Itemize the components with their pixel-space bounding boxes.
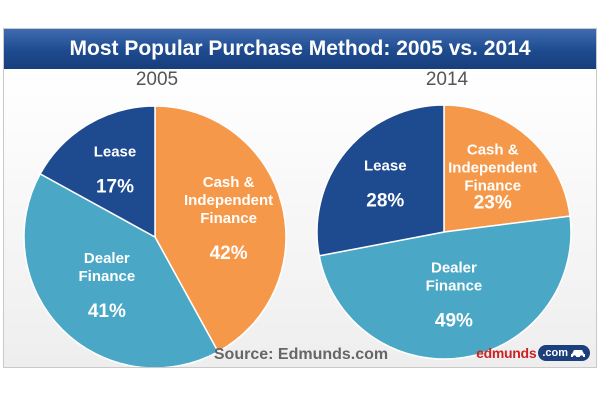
- pie-charts: Cash & Independent Finance 42% Dealer Finance…: [23, 104, 572, 367]
- slice-2014-dealer-finance: [318, 215, 572, 360]
- slice-label-2014-cash-independent-finance: Cash & Independent Finance 23%: [448, 142, 537, 214]
- slice-label-2014-lease: Lease 28%: [364, 157, 407, 211]
- chart-title: Most Popular Purchase Method: 2005 vs. 2…: [4, 29, 596, 69]
- slice-2014-cash-independent-finance: [443, 104, 571, 233]
- slice-2005-cash-independent-finance: [154, 105, 287, 353]
- pie-2005: Cash & Independent Finance 42% Dealer Finance…: [23, 105, 287, 367]
- chart-frame: Most Popular Purchase Method: 2005 vs. 2…: [3, 28, 597, 368]
- car-icon: [571, 349, 585, 359]
- slice-label-2014-dealer-finance: Dealer Finance 49%: [426, 260, 483, 332]
- edmunds-logo: edmunds .com: [476, 341, 590, 365]
- slice-2005-dealer-finance: [23, 172, 220, 367]
- logo-text: edmunds: [476, 345, 537, 361]
- pie-2005-title: 2005: [135, 69, 179, 90]
- pie-2014-title: 2014: [425, 69, 469, 90]
- slice-2014-lease: [316, 104, 445, 257]
- slice-label-2005-cash-independent-finance: Cash & Independent Finance 42%: [184, 174, 273, 264]
- logo-badge: .com: [538, 345, 590, 361]
- logo-badge-text: .com: [542, 347, 568, 359]
- pie-2014: Cash & Independent Finance 23% Dealer Finance…: [316, 104, 572, 360]
- slice-2005-lease: [39, 105, 156, 239]
- slice-label-2005-lease: Lease 17%: [94, 143, 137, 197]
- source-note: Source: Edmunds.com: [213, 346, 389, 363]
- slice-label-2005-dealer-finance: Dealer Finance 41%: [78, 250, 135, 322]
